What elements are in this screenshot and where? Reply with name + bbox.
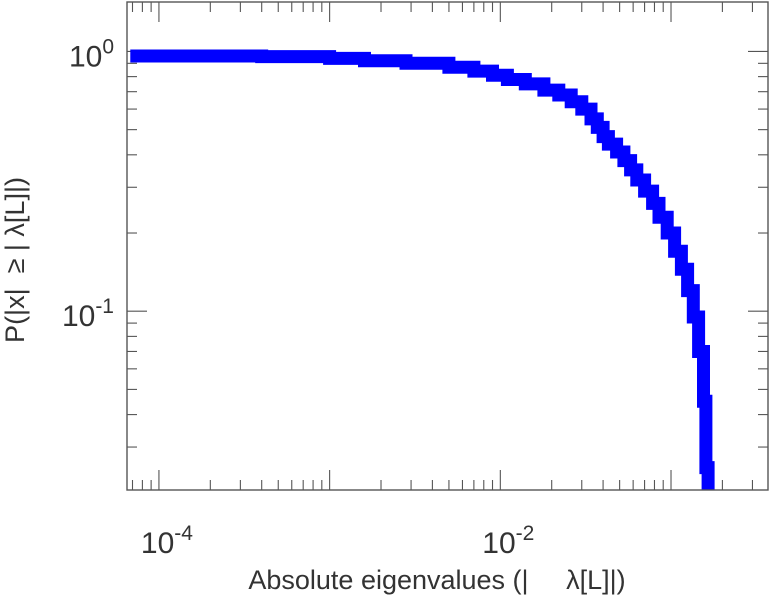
x-tick-label: 10-4 — [141, 522, 193, 560]
minor-ticks — [127, 2, 768, 490]
series-line — [130, 49, 715, 490]
y-tick-label: 100 — [69, 35, 114, 73]
x-axis-label: Absolute eigenvalues (| λ[L]|) — [248, 565, 625, 595]
x-tick-labels: 10-4 10-2 — [141, 522, 534, 560]
y-tick-labels: 100 10-1 — [62, 35, 114, 333]
y-axis-label: P(|x| ≥ | λ[L]|) — [0, 177, 30, 343]
y-tick-label: 10-1 — [62, 295, 114, 333]
x-tick-label: 10-2 — [482, 522, 534, 560]
plot-frame — [126, 1, 769, 491]
